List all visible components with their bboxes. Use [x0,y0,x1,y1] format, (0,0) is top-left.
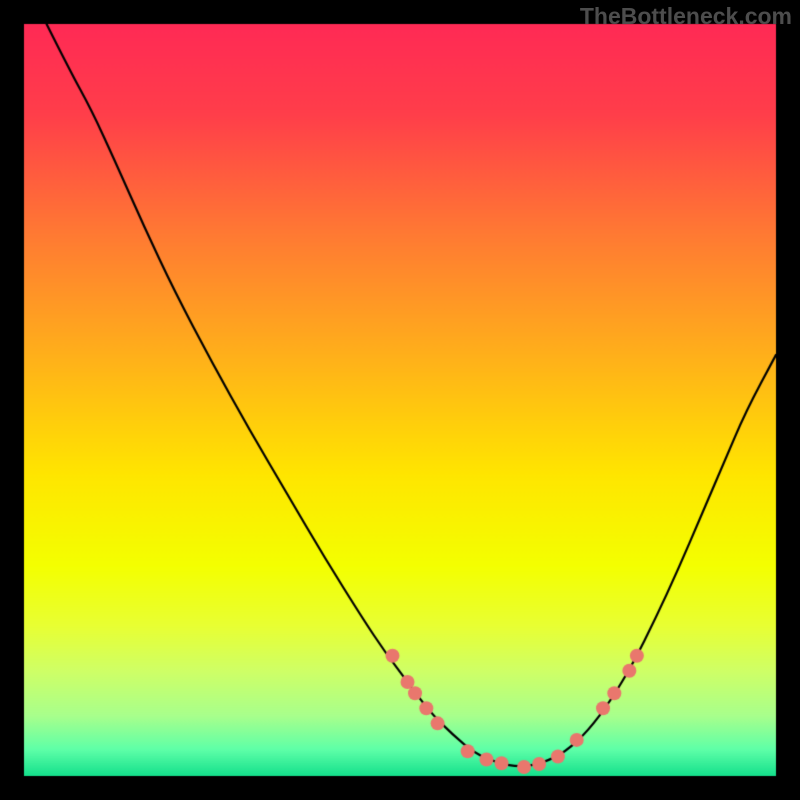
bottleneck-chart-canvas [0,0,800,800]
chart-stage: TheBottleneck.com [0,0,800,800]
